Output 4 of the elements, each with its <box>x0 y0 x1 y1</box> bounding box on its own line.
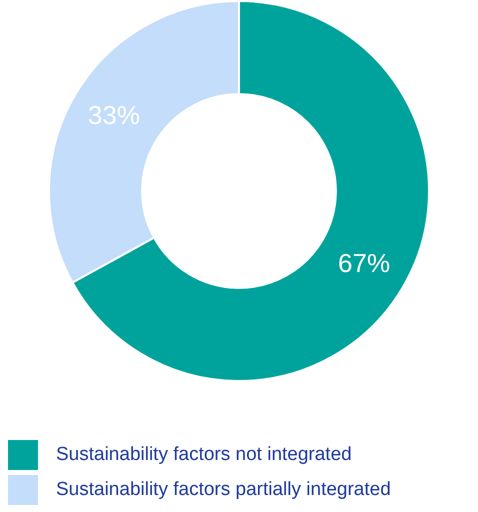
legend-label: Sustainability factors partially integrated <box>56 478 391 500</box>
legend-label: Sustainability factors not integrated <box>56 444 352 466</box>
data-label: 33% <box>88 100 140 130</box>
data-label: 67% <box>338 248 390 278</box>
